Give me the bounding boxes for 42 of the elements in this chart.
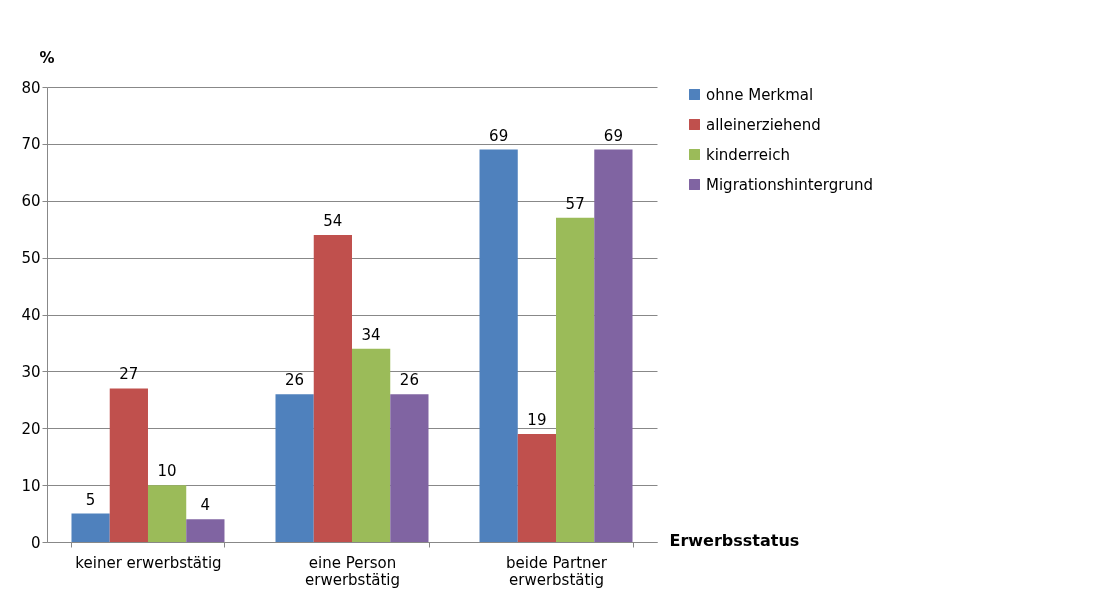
bar (275, 394, 314, 542)
data-label: 5 (85, 490, 96, 509)
y-tick-label: 30 (21, 362, 41, 381)
x-tick-label: beide Partner erwerbstätig (506, 553, 608, 589)
legend-label: ohne Merkmal (706, 85, 814, 104)
bar (517, 433, 557, 542)
data-label: 19 (527, 410, 547, 429)
y-tick-label: 60 (21, 192, 41, 211)
bar (313, 234, 352, 542)
data-label: 69 (489, 126, 509, 145)
y-tick-label: 40 (21, 306, 41, 324)
x-tick-label: eine Person erwerbstätig (304, 553, 401, 589)
bar (147, 485, 187, 542)
y-axis-title: % (39, 48, 55, 67)
y-tick-label: 80 (21, 78, 41, 97)
data-label: 69 (603, 126, 623, 145)
x-tick-label: keiner erwerbstätig (75, 553, 222, 572)
data-label: 26 (399, 371, 419, 390)
y-tick-label: 70 (21, 135, 41, 154)
bar (186, 519, 225, 542)
data-label: 10 (157, 462, 177, 481)
legend-label: Migrationshintergrund (706, 175, 873, 194)
data-label: 27 (119, 365, 139, 384)
bar (352, 348, 391, 542)
data-label: 26 (285, 371, 305, 390)
data-label: 4 (200, 496, 211, 515)
legend-label: kinderreich (706, 145, 791, 164)
bar (390, 394, 429, 542)
data-label: 54 (323, 211, 343, 230)
bar (594, 149, 633, 542)
legend-label: alleinerziehend (706, 115, 821, 134)
y-tick-label: 50 (21, 249, 41, 268)
data-label: 34 (361, 325, 381, 344)
bar (109, 388, 148, 542)
bar (479, 149, 518, 542)
y-tick-label: 10 (21, 476, 41, 495)
bar (556, 217, 595, 542)
data-label: 57 (565, 194, 585, 213)
y-tick-label: 20 (21, 419, 41, 438)
x-axis-title: Erwerbsstatus (669, 530, 800, 550)
y-tick-label: 0 (30, 533, 41, 552)
bar (71, 513, 110, 542)
